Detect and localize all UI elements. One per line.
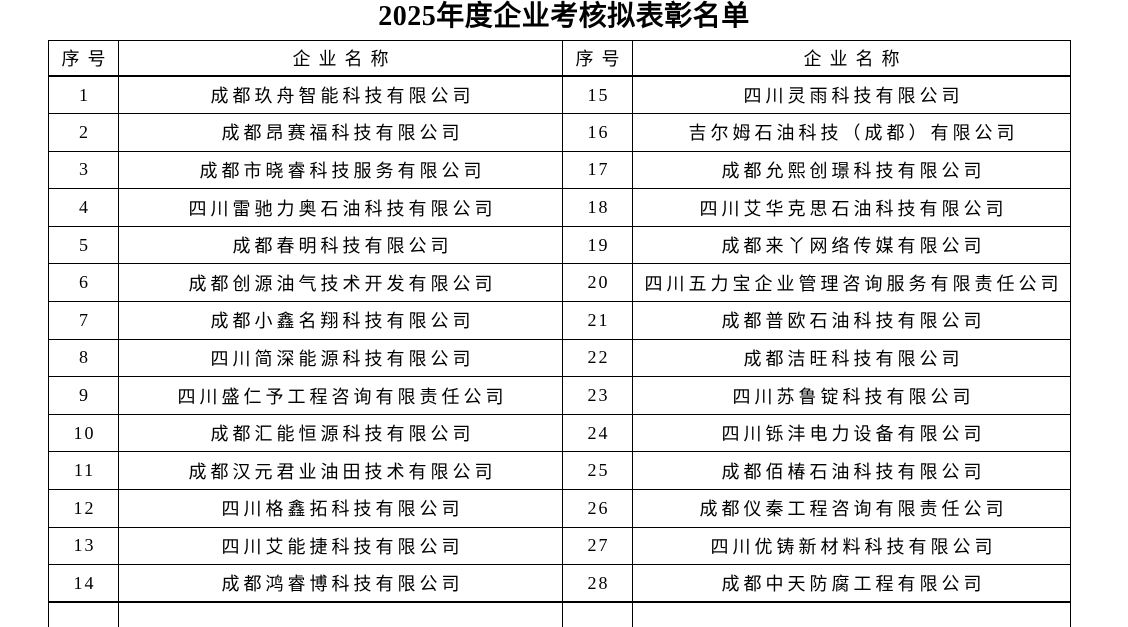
table-row: 3 成都市晓睿科技服务有限公司 17 成都允熙创璟科技有限公司 (48, 150, 1071, 190)
company-name-cell (632, 601, 1071, 627)
commendation-table: 序号 企业名称 序号 企业名称 1 成都玖舟智能科技有限公司 15 四川灵雨科技有限公… (48, 40, 1071, 627)
company-name-cell: 四川艾能捷科技有限公司 (118, 526, 563, 566)
table-row: 5 成都春明科技有限公司 19 成都来丫网络传媒有限公司 (48, 225, 1071, 265)
page-title: 2025年度企业考核拟表彰名单 (378, 1, 750, 32)
company-name-cell: 四川艾华克思石油科技有限公司 (632, 188, 1071, 227)
table-row: 7 成都小鑫名翔科技有限公司 21 成都普欧石油科技有限公司 (48, 301, 1071, 340)
table-row: 13 四川艾能捷科技有限公司 27 四川优铸新材料科技有限公司 (48, 526, 1071, 566)
row-number-cell: 12 (48, 489, 119, 528)
table-body: 1 成都玖舟智能科技有限公司 15 四川灵雨科技有限公司 2 成都昂赛福科技有限公司 16 吉… (48, 75, 1071, 603)
company-name-cell: 吉尔姆石油科技（成都）有限公司 (632, 113, 1071, 152)
row-number-cell: 4 (48, 188, 119, 227)
company-name-cell: 四川苏鲁锭科技有限公司 (632, 376, 1071, 415)
row-number-cell: 27 (562, 526, 633, 566)
row-number-cell: 22 (562, 338, 633, 378)
row-number-cell: 6 (48, 263, 119, 303)
column-header-serial-left: 序号 (48, 40, 119, 77)
row-number-cell: 25 (562, 451, 633, 491)
table-row: 14 成都鸿睿博科技有限公司 28 成都中天防腐工程有限公司 (48, 564, 1071, 603)
company-name-cell: 四川盛仁予工程咨询有限责任公司 (118, 376, 563, 415)
table-row: 9 四川盛仁予工程咨询有限责任公司 23 四川苏鲁锭科技有限公司 (48, 376, 1071, 415)
company-name-cell: 成都鸿睿博科技有限公司 (118, 564, 563, 603)
row-number-cell: 26 (562, 489, 633, 528)
column-header-serial-right: 序号 (562, 40, 633, 77)
table-row: 11 成都汉元君业油田技术有限公司 25 成都佰椿石油科技有限公司 (48, 451, 1071, 491)
company-name-cell: 成都来丫网络传媒有限公司 (632, 225, 1071, 265)
table-row: 8 四川简深能源科技有限公司 22 成都洁旺科技有限公司 (48, 338, 1071, 378)
company-name-cell: 成都市晓睿科技服务有限公司 (118, 150, 563, 190)
row-number-cell: 9 (48, 376, 119, 415)
company-name-cell: 四川雷驰力奥石油科技有限公司 (118, 188, 563, 227)
company-name-cell: 成都洁旺科技有限公司 (632, 338, 1071, 378)
table-row: 1 成都玖舟智能科技有限公司 15 四川灵雨科技有限公司 (48, 75, 1071, 115)
column-header-company-left: 企业名称 (118, 40, 563, 77)
company-name-cell: 四川灵雨科技有限公司 (632, 75, 1071, 115)
table-row: 4 四川雷驰力奥石油科技有限公司 18 四川艾华克思石油科技有限公司 (48, 188, 1071, 227)
row-number-cell: 28 (562, 564, 633, 603)
row-number-cell: 3 (48, 150, 119, 190)
row-number-cell: 20 (562, 263, 633, 303)
company-name-cell: 四川铄沣电力设备有限公司 (632, 413, 1071, 453)
row-number-cell: 15 (562, 75, 633, 115)
company-name-cell: 四川简深能源科技有限公司 (118, 338, 563, 378)
table-row: 10 成都汇能恒源科技有限公司 24 四川铄沣电力设备有限公司 (48, 413, 1071, 453)
row-number-cell: 11 (48, 451, 119, 491)
row-number-cell: 10 (48, 413, 119, 453)
company-name-cell: 成都小鑫名翔科技有限公司 (118, 301, 563, 340)
company-name-cell: 成都佰椿石油科技有限公司 (632, 451, 1071, 491)
table-partial-row (48, 601, 1071, 627)
row-number-cell: 8 (48, 338, 119, 378)
company-name-cell: 成都汇能恒源科技有限公司 (118, 413, 563, 453)
table-row: 2 成都昂赛福科技有限公司 16 吉尔姆石油科技（成都）有限公司 (48, 113, 1071, 152)
row-number-cell: 17 (562, 150, 633, 190)
company-name-cell: 成都中天防腐工程有限公司 (632, 564, 1071, 603)
company-name-cell: 成都汉元君业油田技术有限公司 (118, 451, 563, 491)
table-header: 序号 企业名称 序号 企业名称 (48, 40, 1071, 77)
company-name-cell: 成都玖舟智能科技有限公司 (118, 75, 563, 115)
column-header-company-right: 企业名称 (632, 40, 1071, 77)
table-row-cutoff (48, 601, 1071, 627)
row-number-cell: 19 (562, 225, 633, 265)
company-name-cell: 成都普欧石油科技有限公司 (632, 301, 1071, 340)
row-number-cell: 7 (48, 301, 119, 340)
row-number-cell: 23 (562, 376, 633, 415)
row-number-cell: 2 (48, 113, 119, 152)
company-name-cell: 四川优铸新材料科技有限公司 (632, 526, 1071, 566)
row-number-cell: 24 (562, 413, 633, 453)
row-number-cell: 14 (48, 564, 119, 603)
company-name-cell: 四川格鑫拓科技有限公司 (118, 489, 563, 528)
table-row: 12 四川格鑫拓科技有限公司 26 成都仪秦工程咨询有限责任公司 (48, 489, 1071, 528)
header-row: 序号 企业名称 序号 企业名称 (48, 40, 1071, 77)
company-name-cell: 四川五力宝企业管理咨询服务有限责任公司 (632, 263, 1071, 303)
company-name-cell: 成都允熙创璟科技有限公司 (632, 150, 1071, 190)
row-number-cell: 5 (48, 225, 119, 265)
table-row: 6 成都创源油气技术开发有限公司 20 四川五力宝企业管理咨询服务有限责任公司 (48, 263, 1071, 303)
row-number-cell: 1 (48, 75, 119, 115)
row-number-cell: 16 (562, 113, 633, 152)
company-name-cell: 成都创源油气技术开发有限公司 (118, 263, 563, 303)
row-number-cell: 18 (562, 188, 633, 227)
row-number-cell (562, 601, 633, 627)
company-name-cell: 成都仪秦工程咨询有限责任公司 (632, 489, 1071, 528)
row-number-cell: 13 (48, 526, 119, 566)
company-name-cell: 成都昂赛福科技有限公司 (118, 113, 563, 152)
row-number-cell (48, 601, 119, 627)
company-name-cell: 成都春明科技有限公司 (118, 225, 563, 265)
row-number-cell: 21 (562, 301, 633, 340)
company-name-cell (118, 601, 563, 627)
